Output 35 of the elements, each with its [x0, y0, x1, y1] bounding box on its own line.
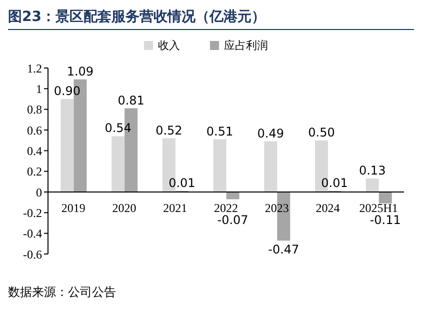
y-tick-label: 0.4 [27, 144, 42, 158]
data-label: 1.09 [66, 64, 94, 78]
y-tick-label: -0.6 [23, 247, 42, 262]
x-tick-label: 2021 [163, 201, 188, 215]
y-tick-label: -0.2 [23, 206, 42, 220]
data-label: 0.90 [54, 84, 81, 98]
data-label: 0.49 [257, 126, 284, 140]
y-tick-label: 0 [36, 185, 42, 200]
y-tick-label: -0.4 [23, 226, 42, 241]
data-label: -0.11 [370, 213, 401, 227]
data-label: 0.52 [156, 123, 182, 138]
data-label: 0.01 [321, 176, 348, 190]
data-label: 0.13 [359, 164, 386, 178]
x-tick-label: 2022 [214, 201, 238, 215]
y-tick-label: 0.6 [27, 123, 42, 138]
data-label: 0.51 [206, 124, 234, 138]
y-tick-label: 1.2 [27, 61, 42, 76]
y-tick-label: 0.2 [27, 164, 42, 179]
legend-label: 收入 [157, 38, 180, 53]
x-tick-label: 2024 [316, 201, 340, 215]
data-label: 0.01 [168, 176, 196, 190]
data-label: -0.07 [217, 213, 248, 227]
source-note: 数据来源：公司公告 [8, 284, 117, 301]
y-tick-label: 1 [36, 82, 42, 96]
data-label: 0.54 [104, 121, 132, 136]
x-tick-label: 2025H1 [359, 201, 398, 215]
legend-label: 应占利润 [223, 38, 268, 53]
data-label: -0.47 [268, 242, 300, 257]
x-tick-label: 2023 [264, 201, 289, 215]
x-tick-label: 2019 [61, 201, 86, 215]
y-tick-label: 0.8 [27, 102, 42, 117]
x-tick-label: 2020 [112, 201, 136, 215]
data-label: 0.50 [308, 125, 335, 140]
chart-title: 图23：景区配套服务营收情况（亿港元） [8, 8, 414, 30]
data-label: 0.81 [118, 93, 144, 108]
